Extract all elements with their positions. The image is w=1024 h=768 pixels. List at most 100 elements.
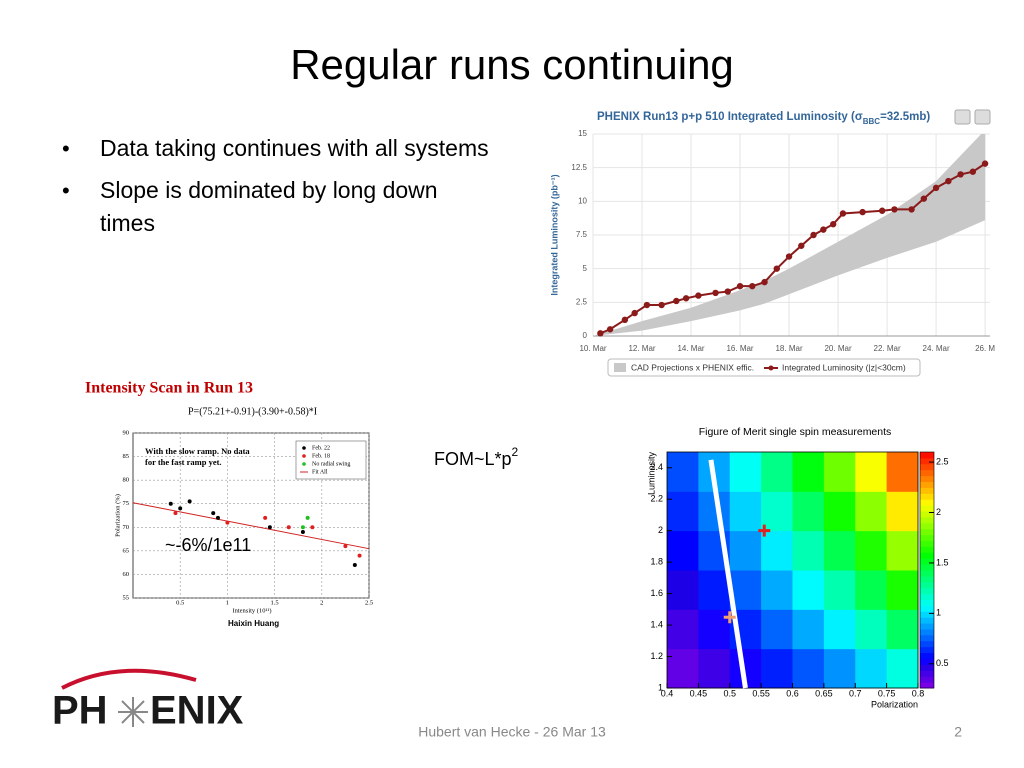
- bullet-line: Slope is dominated by long down: [100, 177, 438, 203]
- lumi-point: [878, 207, 886, 214]
- y-tick-label: 7.5: [576, 230, 588, 239]
- y-tick-label: 2.2: [650, 494, 663, 504]
- heat-cell: [698, 570, 731, 610]
- colorbar-step: [920, 605, 934, 612]
- heat-cell: [823, 452, 856, 492]
- lumi-point: [859, 208, 866, 216]
- bullet-dot: •: [62, 136, 70, 161]
- heat-cell: [667, 609, 699, 650]
- print-icon[interactable]: [954, 109, 971, 125]
- x-tick-label: 2.5: [365, 599, 373, 606]
- logo-sun: [118, 697, 148, 727]
- y-tick-label: 75: [123, 500, 130, 507]
- x-tick-label: 0.45: [690, 688, 708, 698]
- x-tick-label: 24. Mar: [923, 344, 950, 353]
- legend-label: Feb. 18: [312, 453, 330, 459]
- heat-cell: [761, 648, 793, 689]
- data-point: [173, 511, 178, 516]
- heat-cell: [667, 491, 699, 532]
- colorbar-label: 2: [936, 507, 941, 517]
- data-point: [168, 501, 173, 506]
- x-tick-label: 26. M: [975, 344, 995, 353]
- data-point: [286, 525, 291, 530]
- colorbar-step: [920, 487, 934, 494]
- colorbar-step: [920, 670, 934, 677]
- lumi-point: [643, 301, 651, 309]
- colorbar-step: [920, 534, 934, 541]
- legend-swatch: [614, 363, 626, 372]
- legend-swatch: [768, 365, 774, 371]
- bullet-line: times: [100, 210, 155, 236]
- colorbar-step: [920, 528, 934, 536]
- y-tick-label: 90: [123, 429, 130, 436]
- x-tick-label: 0.7: [849, 688, 862, 698]
- x-tick-label: 0.5: [723, 688, 736, 698]
- page-number: 2: [954, 724, 962, 740]
- lumi-point: [810, 231, 817, 239]
- colorbar-step: [920, 463, 934, 471]
- y-tick-label: 70: [123, 524, 130, 531]
- heat-cell: [886, 491, 919, 532]
- colorbar-step: [920, 581, 934, 589]
- colorbar-step: [920, 452, 934, 459]
- lumi-point: [724, 288, 731, 295]
- heat-cell: [761, 491, 793, 532]
- colorbar-frame: [919, 451, 935, 689]
- lumi-point: [761, 278, 768, 286]
- x-tick-label: 10. Mar: [579, 344, 606, 353]
- y-axis-label: Polarization (%): [114, 494, 121, 537]
- lumi-point: [712, 289, 719, 297]
- x-tick-label: 0.75: [878, 688, 896, 698]
- lumi-point: [798, 242, 805, 249]
- x-tick-label: 18. Mar: [775, 344, 802, 353]
- lumi-point: [981, 160, 989, 167]
- colorbar-step: [920, 516, 934, 524]
- data-point: [352, 563, 357, 567]
- data-point: [215, 515, 220, 520]
- colorbar-step: [920, 457, 934, 465]
- y-tick-label: 15: [578, 129, 587, 138]
- lumi-point: [631, 309, 638, 317]
- data-point: [263, 515, 268, 520]
- x-axis-label: Intensity (10¹¹): [232, 607, 271, 614]
- lumi-point: [597, 330, 604, 337]
- y-tick-label: 55: [123, 594, 130, 601]
- colorbar-step: [920, 522, 934, 530]
- fom-text: FOM~L*p: [434, 449, 512, 469]
- data-point: [300, 530, 305, 534]
- chart-title: Figure of Merit single spin measurements: [699, 426, 892, 438]
- colorbar-step: [920, 634, 934, 642]
- bullet-dot: •: [62, 178, 70, 203]
- legend-swatch: [302, 446, 306, 450]
- slope-label: ~-6%/1e11: [165, 535, 251, 555]
- bullet: Slope is dominated by long down times: [100, 177, 438, 236]
- colorbar-step: [920, 564, 934, 571]
- colorbar-step: [920, 505, 934, 512]
- title-part: PHENIX Run13 p+p 510 Integrated Luminosi…: [597, 111, 863, 123]
- heat-cell: [855, 452, 888, 492]
- x-tick-label: 0.8: [912, 688, 925, 698]
- data-point: [178, 506, 183, 511]
- colorbar-step: [920, 623, 934, 630]
- x-tick-label: 14. Mar: [677, 344, 704, 353]
- colorbar-label: 2.5: [936, 456, 949, 466]
- y-tick-label: 60: [123, 571, 130, 578]
- lumi-point: [773, 265, 780, 272]
- heat-cell: [855, 530, 888, 571]
- lumi-point: [957, 171, 964, 178]
- download-icon[interactable]: [974, 109, 991, 125]
- footer: Hubert van Hecke - 26 Mar 13: [418, 724, 606, 740]
- heat-cell: [698, 648, 731, 689]
- logo-text: PH: [52, 689, 108, 733]
- colorbar-step: [920, 664, 934, 671]
- data-point: [310, 525, 315, 530]
- fit-line: [132, 502, 370, 550]
- y-tick-label: 0: [583, 331, 588, 340]
- colorbar-label: 1: [936, 608, 941, 618]
- lumi-point: [658, 301, 665, 309]
- x-tick-label: 22. Mar: [874, 344, 901, 353]
- heat-cell: [792, 491, 825, 532]
- formula: P=(75.21+-0.91)-(3.90+-0.58)*I: [188, 406, 317, 417]
- y-tick-label: 5: [583, 264, 588, 273]
